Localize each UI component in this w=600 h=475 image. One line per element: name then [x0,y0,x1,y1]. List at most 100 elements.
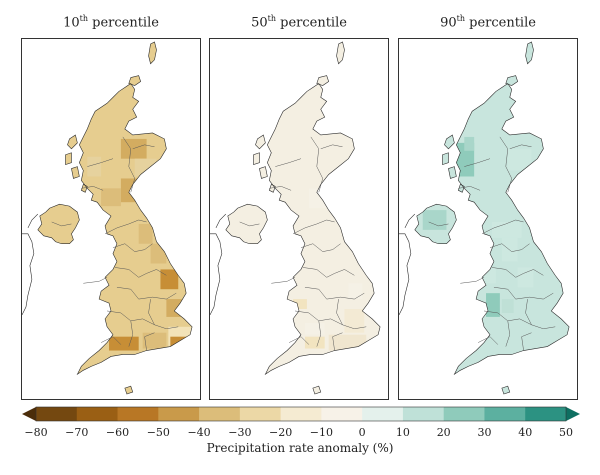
region-border [295,310,367,330]
region-border [310,136,323,193]
island-land [259,166,268,179]
region-border [81,186,104,191]
anomaly-cell [501,237,518,262]
anomaly-cell [517,267,534,288]
region-border [304,286,365,300]
region-border [525,299,532,325]
shetland-coastline [336,41,345,65]
colorbar-segment [117,407,159,421]
region-border [458,186,481,191]
region-border [144,332,155,351]
region-border [521,332,532,351]
anomaly-cell [501,299,514,313]
channel-islands-coastline [312,385,322,395]
anomaly-cell [142,332,167,349]
region-border [300,243,341,252]
title-suffix: th [267,14,276,23]
channel-islands-land [312,386,321,395]
island-land [71,166,80,179]
region-border [336,299,343,325]
colorbar-tick-label: 20 [436,426,451,439]
region-border [478,336,499,345]
island-coastline [255,134,266,150]
map-panel-90th [398,38,578,400]
colorbar-segment [76,407,119,421]
uk-map-10th [22,40,200,398]
northern-ireland-land [37,204,80,244]
region-border [51,221,72,227]
colorbar-tick-label: −10 [309,426,333,439]
island-coastline [65,152,72,166]
anomaly-cell [507,148,532,171]
ireland-coastline [210,233,223,316]
colorbar-segment [239,407,282,421]
title-word: percentile [92,15,159,31]
colorbar-segment [484,407,526,421]
title-ordinal: 90 [440,15,457,31]
region-border [464,158,491,167]
region-border [332,332,343,351]
colorbar-tick-label: −50 [146,426,170,439]
anomaly-cell [456,142,475,177]
northern-ireland-coastline [225,203,268,245]
orkney-land [505,75,518,86]
region-border [481,219,524,235]
colorbar-tick-label: −70 [65,426,89,439]
island-coastline [442,152,449,166]
colorbar-tick-label: −40 [187,426,211,439]
anomaly-cell [304,336,325,349]
colorbar-segment [362,407,404,421]
colorbar-label: Precipitation rate anomaly (%) [206,441,394,455]
shetland-coastline [525,41,534,65]
region-border [148,299,155,325]
region-border [269,186,292,191]
island-land [448,166,457,179]
uk-map-90th [399,40,577,398]
colorbar-segment [525,407,567,421]
ireland-north-coastline [404,213,416,229]
anomaly-cell [109,336,139,351]
great-britain-coastline [453,83,570,376]
colorbar-tick-label: 40 [518,426,533,439]
northern-ireland-coastline [414,203,457,245]
region-border [302,267,355,278]
northern-ireland-coastline [37,203,80,245]
colorbar [22,406,580,422]
region-border [275,158,302,167]
region-border [316,320,322,347]
anomaly-cell [160,269,179,290]
anomaly-cell [293,299,307,309]
region-border [116,286,177,300]
title-word: percentile [280,15,347,31]
island-coastline [259,166,268,179]
island-coastline [71,166,80,179]
colorbar-tick-label: 10 [395,426,410,439]
island-coastline [444,134,455,150]
region-border [83,277,108,284]
uk-map-50th [210,40,388,398]
region-border [292,219,335,235]
title-ordinal: 50 [251,15,268,31]
title-word: percentile [469,15,536,31]
anomaly-cell [87,156,102,177]
region-border [112,243,153,252]
ireland-coastline [399,233,412,316]
ireland-coastline [22,233,35,316]
colorbar-segment [158,407,200,421]
region-border [107,310,179,330]
shetland-coastline [148,41,157,65]
region-border [509,144,532,150]
panel-title-90th: 90th percentile [398,14,578,30]
region-border [493,286,554,300]
channel-islands-land [501,386,510,395]
region-border [491,267,544,278]
island-coastline [67,134,78,150]
island-land [253,152,260,165]
region-border [87,158,114,167]
region-border [271,277,296,284]
orkney-coastline [128,75,142,86]
region-border [484,310,556,330]
colorbar-tick-label: 30 [477,426,492,439]
northern-ireland-land [225,204,268,244]
colorbar-segment [321,407,363,421]
